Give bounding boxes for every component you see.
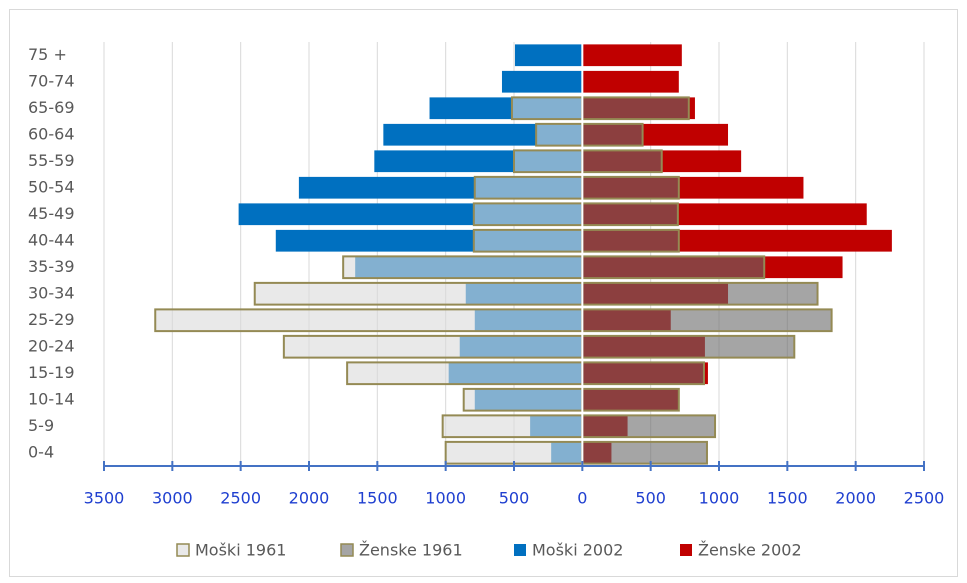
y-tick-label: 50-54 [28, 177, 75, 196]
bar [253, 281, 584, 306]
bar [501, 70, 583, 93]
y-tick-label: 40-44 [28, 230, 75, 249]
x-tick-label: 0 [577, 489, 587, 508]
bar [472, 228, 584, 253]
y-tick-label: 25-29 [28, 310, 75, 329]
y-tick-label: 65-69 [28, 98, 75, 117]
bar [581, 281, 819, 306]
x-tick-label: 3000 [152, 489, 193, 508]
x-tick-label: 1500 [767, 489, 808, 508]
x-tick-label: 500 [635, 489, 666, 508]
bar [472, 202, 584, 227]
bar [581, 414, 717, 439]
y-tick-label: 35-39 [28, 257, 75, 276]
legend-swatch [176, 543, 190, 557]
bar [154, 308, 584, 333]
bar [581, 202, 679, 227]
x-tick-label: 1500 [357, 489, 398, 508]
legend-label: Moški 1961 [195, 541, 286, 560]
bar [444, 440, 584, 465]
bar [441, 414, 584, 439]
x-tick-label: 2000 [289, 489, 330, 508]
y-tick-label: 15-19 [28, 363, 75, 382]
x-tick-label: 3500 [84, 489, 125, 508]
x-tick-label: 1000 [699, 489, 740, 508]
x-tick-label: 500 [499, 489, 530, 508]
bar [282, 334, 584, 359]
y-tick-label: 20-24 [28, 336, 75, 355]
x-tick-label: 2000 [835, 489, 876, 508]
bar [581, 308, 833, 333]
bar [535, 122, 584, 147]
bar [581, 96, 690, 121]
legend-swatch [680, 544, 692, 556]
y-tick-label: 75 + [28, 45, 67, 64]
y-tick-label: 0-4 [28, 442, 54, 461]
bar [581, 122, 644, 147]
y-tick-label: 5-9 [28, 416, 54, 435]
bar [581, 175, 680, 200]
x-tick-label: 2500 [904, 489, 945, 508]
bar [582, 70, 679, 93]
bar [581, 228, 680, 253]
legend-label: Moški 2002 [532, 541, 623, 560]
y-tick-label: 55-59 [28, 151, 75, 170]
x-tick-label: 2500 [220, 489, 261, 508]
legend-label: Ženske 2002 [698, 541, 802, 560]
bar [581, 334, 796, 359]
bar [581, 149, 663, 174]
bar [514, 44, 583, 67]
bar [510, 96, 584, 121]
bar [581, 361, 705, 386]
legend-swatch [340, 543, 354, 557]
bar [513, 149, 584, 174]
bar [346, 361, 584, 386]
legend-swatch [514, 544, 526, 556]
bar [473, 175, 584, 200]
bar [342, 255, 584, 280]
y-tick-label: 10-14 [28, 389, 75, 408]
bar [582, 44, 682, 67]
bar [581, 387, 680, 412]
y-tick-label: 30-34 [28, 283, 75, 302]
bar [581, 440, 708, 465]
legend-label: Ženske 1961 [359, 541, 463, 560]
y-tick-label: 45-49 [28, 204, 75, 223]
y-tick-label: 70-74 [28, 71, 75, 90]
bar [462, 387, 584, 412]
x-tick-label: 1000 [425, 489, 466, 508]
y-tick-label: 60-64 [28, 124, 75, 143]
bar [383, 123, 583, 146]
bar [581, 255, 766, 280]
